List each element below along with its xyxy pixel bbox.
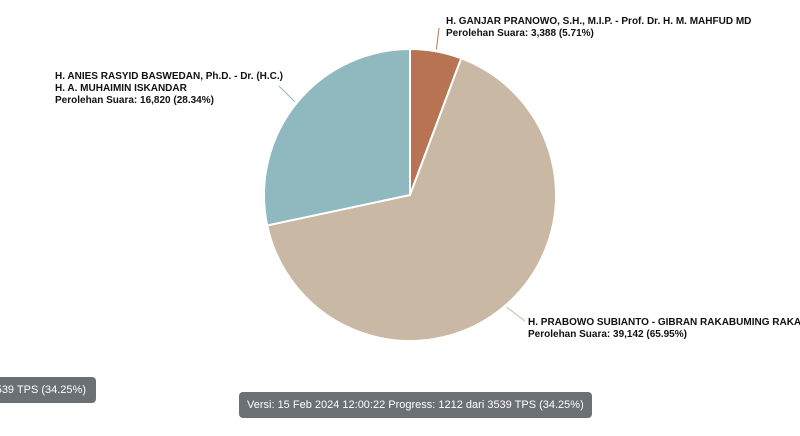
slice-label-name-line: H. GANJAR PRANOWO, S.H., M.I.P. - Prof. … [446, 16, 751, 27]
label-leader-lines [278, 27, 526, 322]
slice-label-anies: H. ANIES RASYID BASWEDAN, Ph.D. - Dr. (H… [55, 71, 283, 106]
slice-label-ganjar: H. GANJAR PRANOWO, S.H., M.I.P. - Prof. … [446, 16, 751, 39]
pie-slice-prabowo[interactable] [266, 57, 557, 342]
pie-slice-anies[interactable] [263, 47, 411, 227]
slice-label-name-line: H. PRABOWO SUBIANTO - GIBRAN RAKABUMING … [528, 317, 800, 328]
pie-slices [263, 47, 557, 342]
progress-badge: Versi: 15 Feb 2024 12:00:22 Progress: 12… [239, 392, 592, 418]
slice-label-votes: Perolehan Suara: 16,820 (28.34%) [55, 95, 214, 106]
slice-label-votes: Perolehan Suara: 3,388 (5.71%) [446, 28, 594, 39]
slice-label-name-line: H. ANIES RASYID BASWEDAN, Ph.D. - Dr. (H… [55, 71, 283, 82]
slice-label-votes: Perolehan Suara: 39,142 (65.95%) [528, 329, 687, 340]
leader-line [278, 85, 296, 103]
progress-badge-text: 3539 TPS (34.25%) [0, 384, 86, 396]
slice-label-name-line: H. A. MUHAIMIN ISKANDAR [55, 83, 188, 94]
progress-badge-partial: 3539 TPS (34.25%) [0, 377, 96, 403]
leader-line [506, 306, 526, 322]
leader-line [435, 27, 440, 50]
progress-badge-text: Versi: 15 Feb 2024 12:00:22 Progress: 12… [247, 399, 584, 411]
slice-label-prabowo: H. PRABOWO SUBIANTO - GIBRAN RAKABUMING … [528, 317, 800, 340]
